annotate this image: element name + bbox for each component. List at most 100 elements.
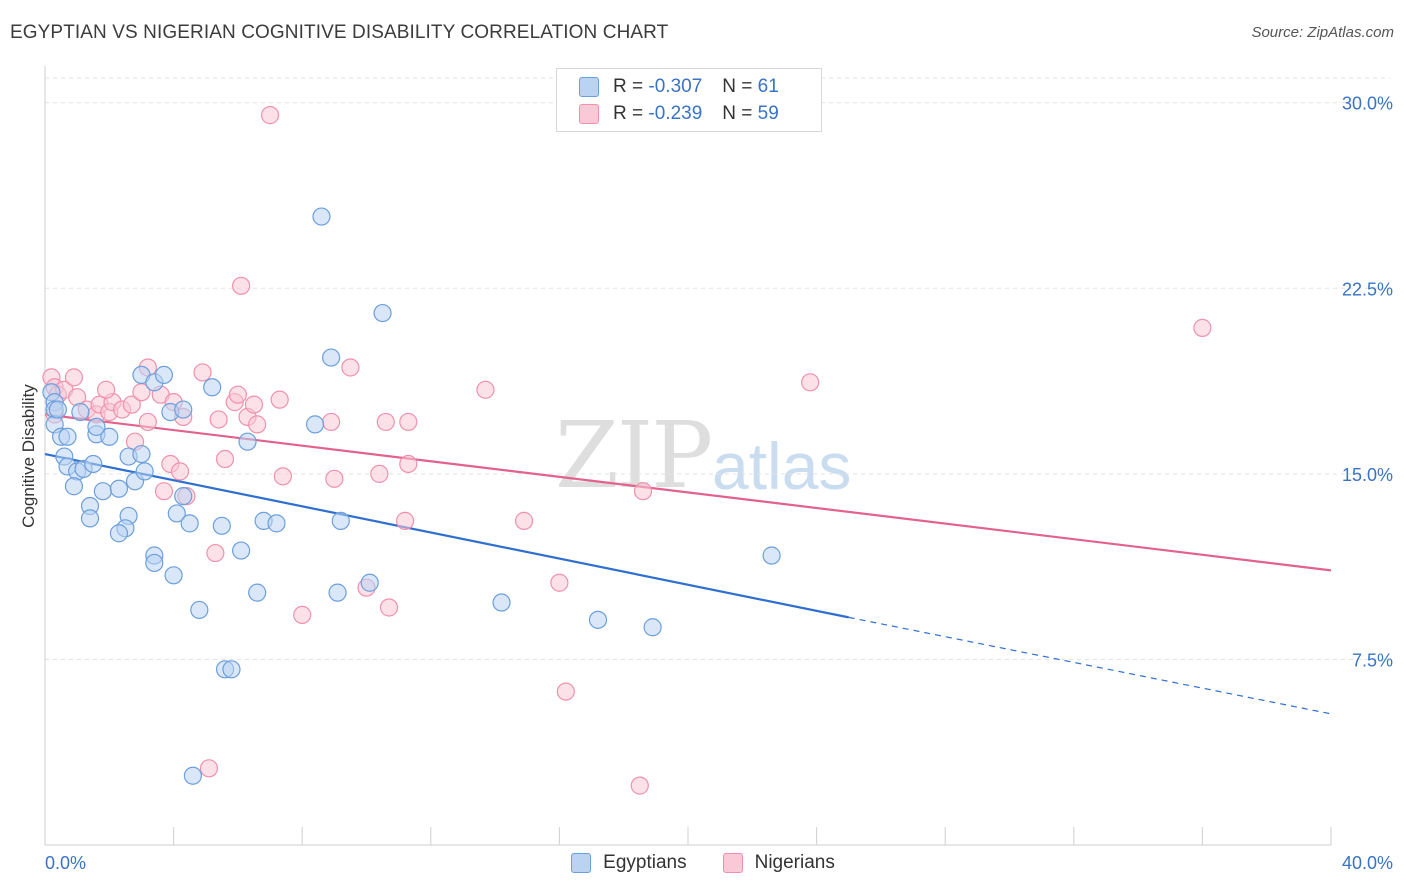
- egyptian-point: [183, 766, 202, 785]
- tick-labels: 7.5% 15.0% 22.5% 30.0% 0.0% 40.0%: [45, 94, 1393, 873]
- egyptians-legend-label: Egyptians: [603, 852, 687, 873]
- egyptian-point: [132, 444, 151, 464]
- egyptian-point: [154, 365, 174, 385]
- nigerian-point: [322, 412, 341, 432]
- nigerians-n-value: 59: [757, 103, 779, 124]
- nigerian-point: [96, 380, 116, 399]
- egyptian-point: [93, 482, 112, 501]
- nigerian-point: [244, 395, 264, 414]
- nigerian-point: [556, 682, 575, 701]
- nigerians-legend-swatch: [722, 853, 743, 873]
- nigerian-point: [273, 467, 293, 486]
- egyptians-legend-swatch: [571, 853, 592, 873]
- egyptian-point: [232, 541, 251, 560]
- egyptian-point: [588, 610, 608, 629]
- x-tick-label: 0.0%: [45, 853, 86, 873]
- egyptians-r-value: -0.307: [648, 76, 703, 97]
- egyptian-point: [248, 583, 267, 602]
- watermark-atlas: atlas: [712, 429, 852, 503]
- egyptian-point: [58, 427, 77, 446]
- egyptian-point: [109, 479, 129, 498]
- nigerians-r-value: -0.239: [648, 103, 703, 124]
- egyptian-point: [48, 400, 67, 419]
- nigerian-point: [399, 412, 418, 432]
- egyptian-point: [312, 207, 331, 226]
- nigerian-point: [376, 412, 395, 432]
- legend-item-nigerians[interactable]: Nigerians: [722, 852, 835, 874]
- series-legend: Egyptians Nigerians: [0, 852, 1406, 874]
- nigerian-point: [399, 454, 418, 474]
- egyptian-point: [174, 400, 193, 419]
- nigerian-point: [1193, 318, 1212, 337]
- nigerian-point: [232, 276, 251, 295]
- y-axis-label: Cognitive Disability: [19, 384, 38, 528]
- grid-lines: [45, 77, 1391, 660]
- egyptians-r-label: R =: [613, 76, 644, 97]
- nigerian-point: [370, 464, 389, 483]
- y-tick-label: 15.0%: [1342, 465, 1393, 485]
- egyptian-point: [267, 514, 286, 533]
- nigerian-point: [630, 776, 649, 795]
- nigerian-point: [209, 410, 228, 429]
- y-tick-label: 7.5%: [1352, 650, 1393, 670]
- nigerian-point: [154, 482, 174, 501]
- nigerian-point: [64, 368, 84, 387]
- legend-item-egyptians[interactable]: Egyptians: [571, 852, 687, 874]
- nigerians-n-label: N =: [722, 103, 753, 124]
- egyptian-point: [492, 593, 511, 612]
- egyptian-point: [238, 432, 257, 451]
- nigerian-point: [138, 412, 157, 432]
- nigerians-trendline: [44, 413, 1332, 572]
- egyptian-point: [305, 415, 325, 434]
- egyptian-point: [167, 504, 186, 523]
- egyptian-point: [328, 583, 347, 602]
- egyptian-point: [109, 524, 129, 543]
- legend-row-nigerians: R = -0.239 N = 59: [579, 101, 779, 127]
- y-tick-label: 30.0%: [1342, 94, 1393, 114]
- nigerians-r-label: R =: [613, 103, 644, 124]
- nigerian-point: [228, 385, 247, 404]
- egyptian-point: [71, 402, 90, 422]
- egyptians-trendline: [44, 452, 849, 619]
- egyptian-point: [80, 509, 100, 528]
- egyptian-point: [84, 454, 103, 474]
- egyptian-point: [87, 417, 106, 436]
- egyptian-point: [322, 348, 341, 367]
- y-tick-label: 22.5%: [1342, 279, 1393, 299]
- nigerians-swatch: [579, 104, 599, 124]
- nigerian-point: [341, 358, 360, 377]
- egyptian-point: [190, 600, 209, 620]
- egyptian-point: [360, 573, 379, 592]
- nigerian-point: [170, 462, 190, 481]
- source-credit: Source: ZipAtlas.com: [1251, 24, 1394, 41]
- egyptian-point: [135, 462, 154, 481]
- nigerians-legend-label: Nigerians: [754, 852, 835, 873]
- egyptian-point: [762, 546, 781, 565]
- egyptian-point: [331, 511, 350, 530]
- legend-row-egyptians: R = -0.307 N = 61: [579, 74, 779, 100]
- nigerian-point: [248, 415, 267, 434]
- nigerian-point: [270, 390, 289, 409]
- egyptian-point: [373, 303, 392, 323]
- egyptians-trendline-extension: [848, 616, 1332, 715]
- nigerian-point: [260, 106, 280, 125]
- egyptian-point: [212, 516, 231, 535]
- x-tick-label: 40.0%: [1342, 853, 1393, 873]
- egyptian-point: [643, 618, 662, 637]
- nigerian-point: [122, 395, 141, 414]
- chart-title: EGYPTIAN VS NIGERIAN COGNITIVE DISABILIT…: [10, 22, 669, 43]
- correlation-legend: R = -0.307 N = 61 R = -0.239 N = 59: [556, 68, 822, 132]
- nigerian-point: [293, 605, 312, 625]
- nigerian-point: [801, 373, 820, 392]
- nigerian-point: [633, 482, 653, 501]
- egyptian-point: [222, 660, 241, 679]
- nigerian-point: [514, 511, 534, 530]
- nigerian-point: [215, 449, 235, 469]
- nigerian-point: [476, 380, 495, 399]
- egyptians-swatch: [579, 77, 599, 97]
- egyptian-point: [100, 427, 119, 446]
- egyptian-point: [203, 378, 222, 397]
- egyptians-n-label: N =: [722, 76, 753, 97]
- egyptian-point: [64, 477, 84, 496]
